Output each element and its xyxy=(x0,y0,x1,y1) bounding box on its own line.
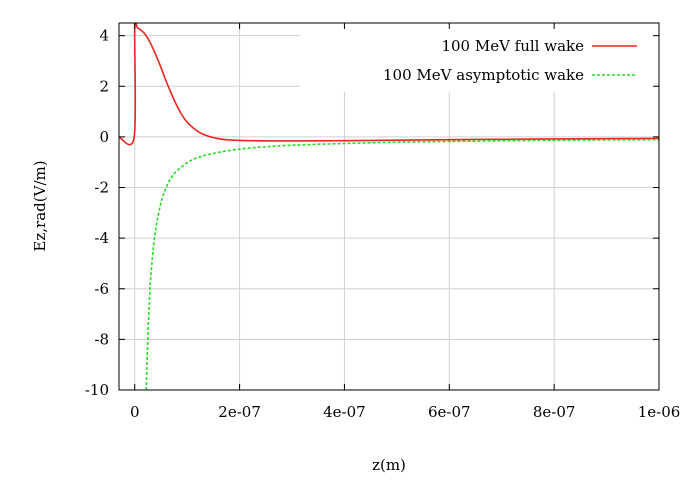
y-tick-label: -4 xyxy=(94,229,109,247)
x-tick-label: 2e-07 xyxy=(218,403,261,421)
y-tick-label: -6 xyxy=(94,280,109,298)
y-tick-label: -10 xyxy=(85,381,109,399)
series-line-full-wake xyxy=(119,23,659,146)
ticks: 0 2e-07 4e-07 6e-07 8e-07 1e-06 4 2 0 -2 -4 -6 -8 -10 xyxy=(85,23,680,421)
legend-label: 100 MeV asymptotic wake xyxy=(383,66,584,84)
series-line-asymptotic-wake xyxy=(145,138,659,390)
y-tick-label: 0 xyxy=(99,128,109,146)
x-tick-label: 4e-07 xyxy=(323,403,366,421)
x-tick-label: 1e-06 xyxy=(638,403,681,421)
y-tick-label: 2 xyxy=(99,77,109,95)
legend-box xyxy=(300,26,656,92)
x-axis-title: z(m) xyxy=(372,456,406,474)
plot-frame xyxy=(118,22,660,391)
legend-label: 100 MeV full wake xyxy=(441,37,584,55)
x-tick-label: 0 xyxy=(130,403,140,421)
y-tick-label: 4 xyxy=(99,27,109,45)
y-tick-label: -8 xyxy=(94,330,109,348)
x-tick-label: 8e-07 xyxy=(533,403,576,421)
y-tick-label: -2 xyxy=(94,179,109,197)
x-tick-label: 6e-07 xyxy=(428,403,471,421)
y-axis-title: Ez,rad(V/m) xyxy=(31,160,49,251)
series-layer xyxy=(119,23,659,390)
legend: 100 MeV full wake 100 MeV asymptotic wake xyxy=(383,37,637,84)
